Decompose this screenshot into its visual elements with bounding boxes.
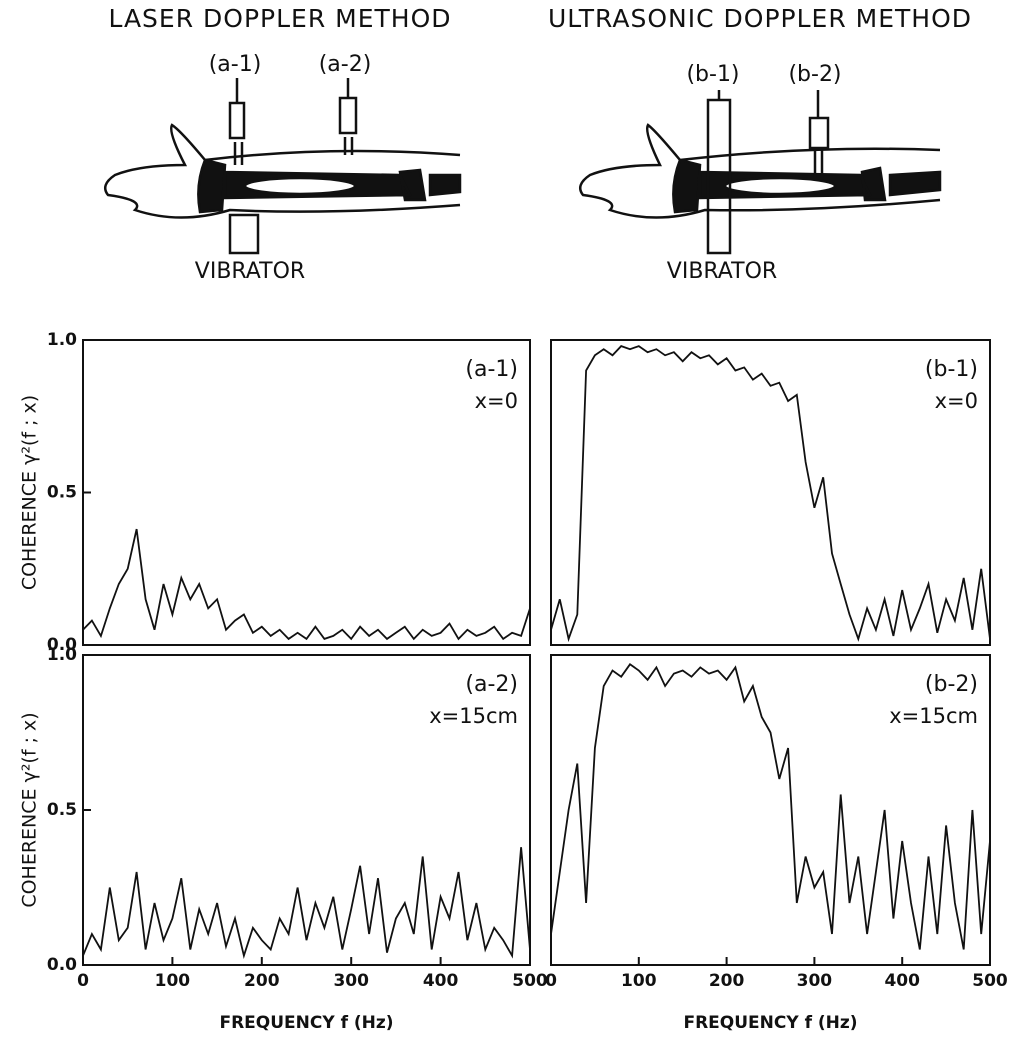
coherence-line — [82, 528, 531, 641]
panel-annotation: x=15cm — [889, 704, 978, 728]
plot-frame — [550, 339, 991, 646]
plot-frame — [550, 654, 991, 966]
x-tick-label: 500 — [972, 971, 1008, 991]
coherence-line — [82, 847, 531, 960]
panel-label: (b-1) — [925, 357, 978, 382]
panel-label: (a-1) — [465, 357, 518, 382]
y-tick-label: 1.0 — [47, 645, 77, 665]
x-tick-label: 400 — [884, 971, 920, 991]
panel-annotation: x=0 — [935, 389, 978, 413]
arm-diagram — [103, 78, 462, 255]
y-tick-label: 0.5 — [47, 800, 77, 820]
x-tick-label: 400 — [423, 971, 459, 991]
vibrator-label: VIBRATOR — [667, 259, 777, 284]
coherence-line — [550, 345, 991, 643]
right-title: ULTRASONIC DOPPLER METHOD — [548, 4, 972, 33]
x-tick-label: 100 — [155, 971, 191, 991]
panel-label: (a-2) — [465, 672, 518, 697]
panel-label: (b-2) — [925, 672, 978, 697]
plot-frame — [82, 654, 531, 966]
x-tick-label: 300 — [333, 971, 369, 991]
plot-frame — [82, 339, 531, 646]
x-tick-label: 500 — [512, 971, 548, 991]
x-axis-label: FREQUENCY f (Hz) — [219, 1013, 393, 1033]
y-tick-label: 1.0 — [47, 330, 77, 350]
y-axis-label: COHERENCE γ²(f ; x) — [19, 712, 41, 907]
y-axis-label: COHERENCE γ²(f ; x) — [19, 395, 41, 590]
x-tick-label: 0 — [77, 971, 89, 991]
x-tick-label: 300 — [797, 971, 833, 991]
x-tick-label: 100 — [621, 971, 657, 991]
coherence-line — [550, 663, 991, 950]
probe-label: (a-1) — [209, 52, 262, 77]
x-tick-label: 0 — [545, 971, 557, 991]
x-tick-label: 200 — [244, 971, 280, 991]
y-tick-label: 0.0 — [47, 955, 77, 975]
vibrator-label: VIBRATOR — [195, 259, 305, 284]
x-tick-label: 200 — [709, 971, 745, 991]
probe-label: (b-2) — [788, 62, 841, 87]
x-axis-label: FREQUENCY f (Hz) — [683, 1013, 857, 1033]
arm-diagram — [578, 90, 942, 255]
panel-annotation: x=15cm — [429, 704, 518, 728]
probe-label: (a-2) — [319, 52, 372, 77]
y-tick-label: 0.5 — [47, 483, 77, 503]
y-tick-label: 0.0 — [47, 635, 77, 655]
panel-annotation: x=0 — [475, 389, 518, 413]
probe-label: (b-1) — [686, 62, 739, 87]
left-title: LASER DOPPLER METHOD — [108, 4, 451, 33]
